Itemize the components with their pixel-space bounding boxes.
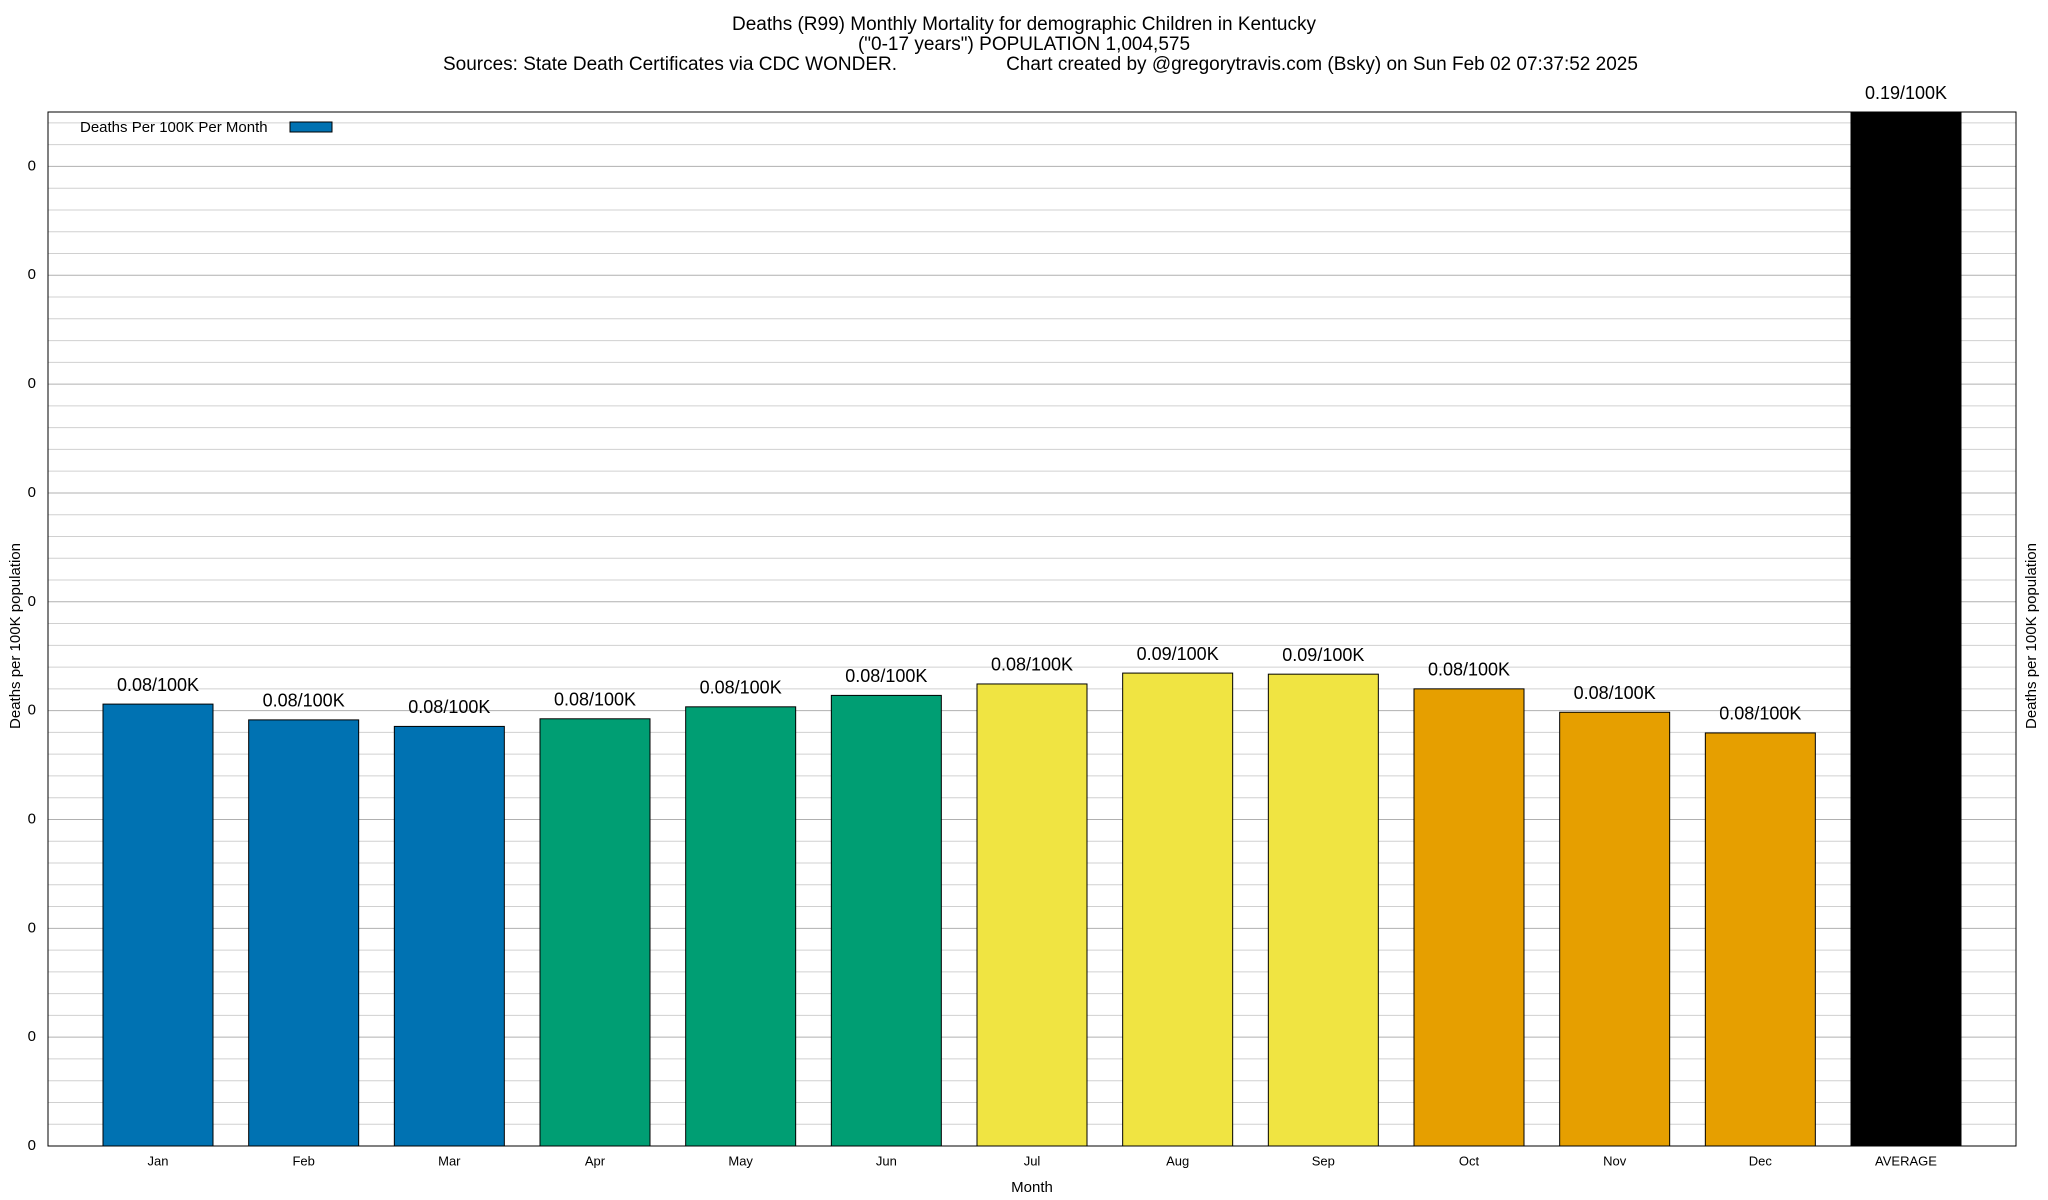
bar xyxy=(1850,111,1962,1147)
x-tick-label: Jan xyxy=(148,1153,169,1168)
value-label: 0.08/100K xyxy=(845,666,927,686)
chart-subtitle: ("0-17 years") POPULATION 1,004,575 xyxy=(858,34,1190,55)
y-tick-label: 0 xyxy=(28,810,36,827)
x-tick-label: Dec xyxy=(1749,1153,1773,1168)
bar xyxy=(1413,688,1525,1147)
value-label: 0.08/100K xyxy=(554,690,636,710)
value-label: 0.08/100K xyxy=(1428,660,1510,680)
y-axis-label: Deaths per 100K population xyxy=(7,543,24,729)
x-tick-label: AVERAGE xyxy=(1875,1153,1937,1168)
y-tick-label: 0 xyxy=(28,157,36,174)
bar xyxy=(830,694,942,1147)
value-label: 0.08/100K xyxy=(1719,704,1801,724)
bar xyxy=(539,718,651,1147)
y-tick-label: 0 xyxy=(28,1028,36,1045)
x-tick-label: Aug xyxy=(1166,1153,1189,1168)
bar xyxy=(248,719,360,1147)
bar xyxy=(393,725,505,1147)
x-axis-label: Month xyxy=(1011,1179,1053,1196)
x-tick-label: Jul xyxy=(1024,1153,1041,1168)
x-tick-label: May xyxy=(728,1153,753,1168)
chart-title: Deaths (R99) Monthly Mortality for demog… xyxy=(732,14,1316,35)
x-tick-label: Nov xyxy=(1603,1153,1627,1168)
bar xyxy=(976,683,1088,1147)
y-tick-label: 0 xyxy=(28,702,36,719)
credit: Chart created by @gregorytravis.com (Bsk… xyxy=(1006,54,1638,75)
value-label: 0.08/100K xyxy=(700,678,782,698)
value-label: 0.09/100K xyxy=(1282,645,1364,665)
x-tick-label: Sep xyxy=(1312,1153,1335,1168)
value-label: 0.09/100K xyxy=(1137,644,1219,664)
plot-frame xyxy=(47,111,2017,1147)
value-label: 0.08/100K xyxy=(263,691,345,711)
legend-label: Deaths Per 100K Per Month xyxy=(80,119,268,136)
bar xyxy=(1267,673,1379,1147)
y-tick-label: 0 xyxy=(28,375,36,392)
value-label: 0.08/100K xyxy=(1574,683,1656,703)
sources: Sources: State Death Certificates via CD… xyxy=(443,54,897,75)
value-label: 0.08/100K xyxy=(408,697,490,717)
bar xyxy=(1704,732,1816,1147)
y2-axis-label: Deaths per 100K population xyxy=(2023,543,2040,729)
y-tick-label: 0 xyxy=(28,593,36,610)
legend-swatch xyxy=(289,121,333,133)
y-tick-label: 0 xyxy=(28,1137,36,1154)
x-tick-label: Feb xyxy=(292,1153,314,1168)
x-tick-label: Apr xyxy=(585,1153,606,1168)
x-tick-label: Oct xyxy=(1459,1153,1480,1168)
bar xyxy=(685,706,797,1147)
x-tick-label: Mar xyxy=(438,1153,461,1168)
value-label: 0.19/100K xyxy=(1865,83,1947,103)
y-tick-label: 0 xyxy=(28,266,36,283)
y-tick-label: 0 xyxy=(28,919,36,936)
value-label: 0.08/100K xyxy=(117,675,199,695)
y-tick-label: 0 xyxy=(28,484,36,501)
bar xyxy=(102,703,214,1147)
bar xyxy=(1559,711,1671,1147)
value-label: 0.08/100K xyxy=(991,655,1073,675)
bar xyxy=(1122,672,1234,1147)
x-tick-label: Jun xyxy=(876,1153,897,1168)
